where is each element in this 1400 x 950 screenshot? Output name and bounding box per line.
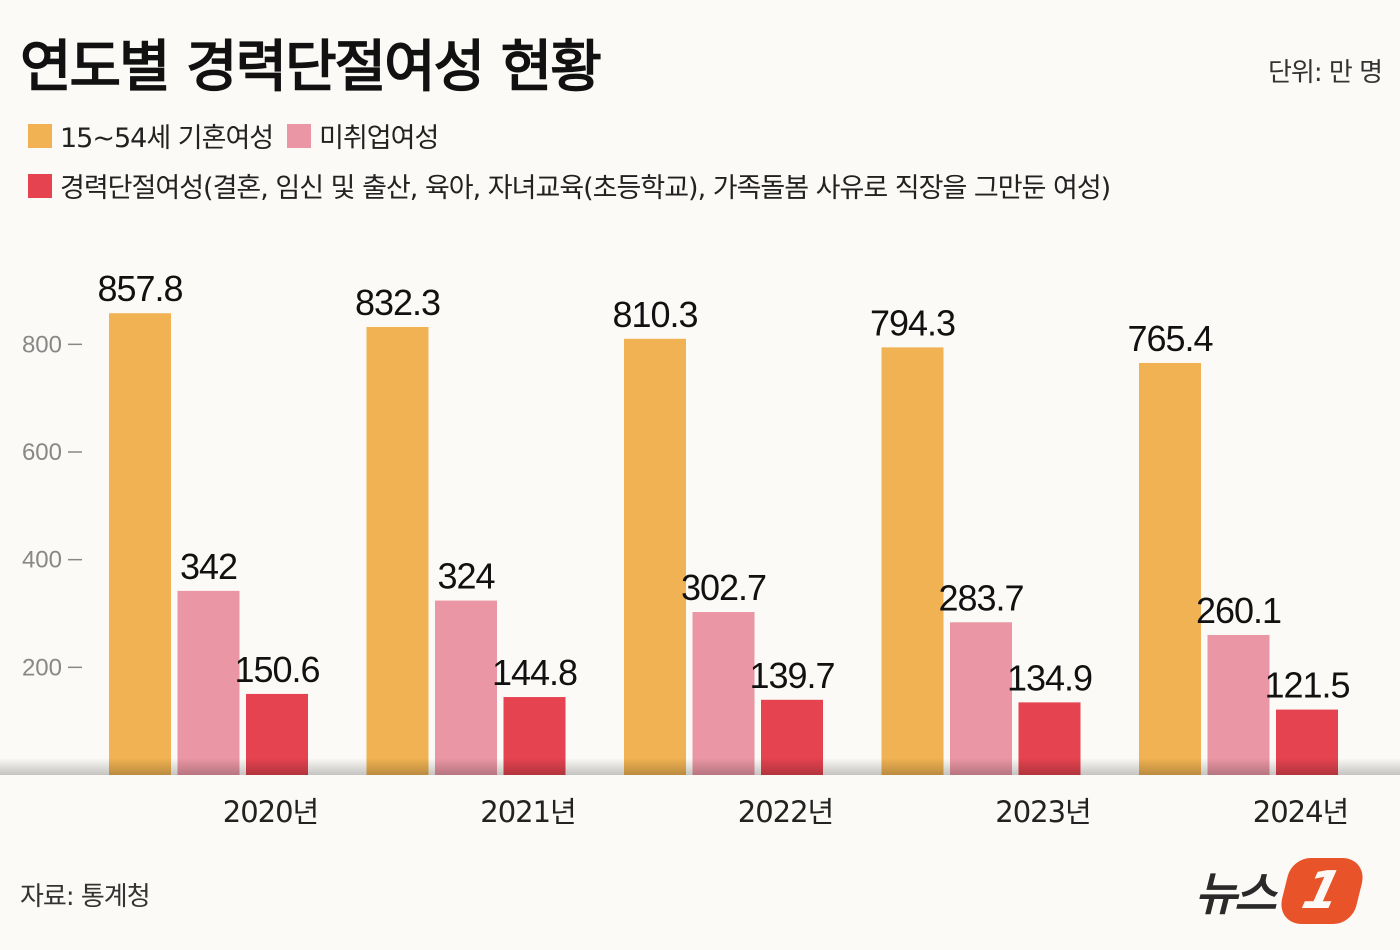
x-tick-label: 2023년 (995, 795, 1090, 829)
data-label: 121.5 (1264, 665, 1349, 706)
bar (950, 622, 1012, 775)
x-tick-label: 2021년 (480, 795, 575, 829)
data-label: 324 (437, 556, 494, 597)
legend-label: 15~54세 기혼여성 (60, 123, 274, 154)
data-label: 134.9 (1007, 657, 1092, 698)
data-label: 794.3 (870, 302, 955, 343)
legend-item-career-break: 경력단절여성(결혼, 임신 및 출산, 육아, 자녀교육(초등학교), 가족돌봄… (28, 166, 1111, 205)
x-tick-label: 2020년 (223, 795, 318, 829)
legend-row-2: 경력단절여성(결혼, 임신 및 출산, 육아, 자녀교육(초등학교), 가족돌봄… (28, 166, 1124, 205)
legend-swatch (28, 123, 52, 148)
legend-item-unemployed: 미취업여성 (287, 116, 439, 155)
legend-swatch (287, 123, 312, 148)
baseline-shadow (0, 758, 1400, 775)
bar (881, 347, 944, 775)
data-label: 260.1 (1196, 590, 1281, 631)
chart-title: 연도별 경력단절여성 현황 (20, 35, 602, 100)
x-tick-label: 2022년 (738, 795, 833, 829)
y-tick-label: 600 (22, 439, 62, 466)
bar (435, 600, 497, 775)
y-tick-label: 200 (22, 654, 62, 681)
data-label: 765.4 (1127, 318, 1212, 359)
legend-item-married: 15~54세 기혼여성 (28, 116, 274, 155)
bar (177, 590, 240, 775)
news1-logo: 뉴스 1 (1195, 858, 1368, 924)
bar (1207, 634, 1270, 775)
bar (366, 326, 429, 775)
legend-label: 경력단절여성(결혼, 임신 및 출산, 육아, 자녀교육(초등학교), 가족돌봄… (60, 173, 1111, 204)
bar (109, 313, 171, 775)
legend-swatch (28, 173, 52, 198)
data-label: 150.6 (234, 649, 319, 690)
bar (1139, 362, 1201, 775)
unit-label: 단위: 만 명 (1268, 58, 1383, 88)
data-label: 302.7 (681, 567, 766, 608)
bar (692, 612, 755, 775)
legend-row-1: 15~54세 기혼여성 미취업여성 (28, 116, 452, 155)
data-label: 810.3 (612, 294, 697, 335)
y-tick-label: 400 (22, 547, 62, 574)
data-label: 283.7 (938, 577, 1023, 618)
data-label: 139.7 (749, 655, 834, 696)
x-tick-label: 2024년 (1253, 795, 1348, 829)
bar (624, 338, 686, 775)
data-label: 857.8 (97, 268, 182, 309)
source-note: 자료: 통계청 (20, 882, 151, 912)
y-tick-label: 800 (22, 331, 62, 358)
data-label: 144.8 (492, 652, 577, 693)
data-label: 832.3 (355, 282, 440, 323)
data-label: 342 (180, 546, 237, 587)
legend-label: 미취업여성 (319, 123, 439, 154)
